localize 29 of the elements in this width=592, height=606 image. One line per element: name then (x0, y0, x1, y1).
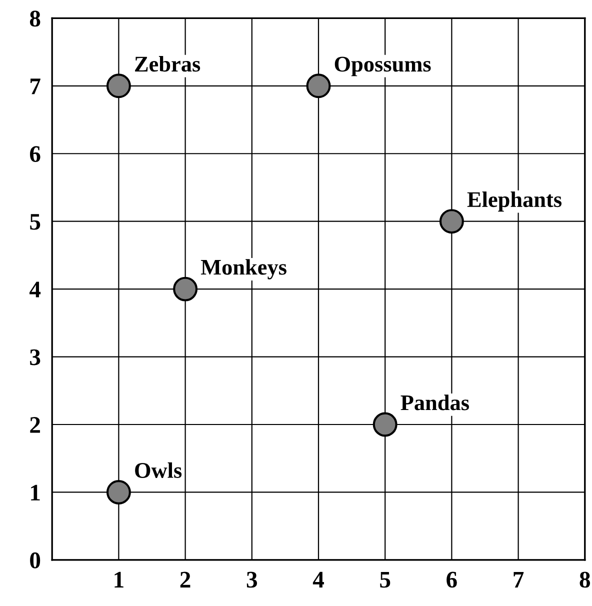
x-tick-label: 1 (114, 572, 124, 588)
annotation: Opossums (334, 56, 431, 76)
y-tick-label: 2 (30, 417, 40, 433)
y-tick-label: 8 (30, 10, 40, 27)
point (173, 276, 198, 302)
y-tick-label: 4 (30, 282, 41, 298)
annotation: Owls (135, 462, 182, 478)
annotation: Monkeys (200, 259, 286, 280)
point (106, 74, 131, 98)
annotation: Zebras (135, 56, 200, 72)
annotation: Elephants (467, 191, 562, 212)
y-tick-label: 1 (31, 484, 40, 500)
point (306, 74, 331, 98)
annotation: Pandas (400, 394, 469, 410)
x-tick-label: 4 (312, 572, 324, 588)
y-tick-label: 3 (30, 349, 40, 366)
point (106, 480, 131, 504)
y-tick-label: 0 (30, 552, 40, 568)
x-tick-label: 7 (514, 572, 524, 588)
y-tick-label: 5 (30, 214, 40, 230)
point (439, 209, 464, 234)
point (372, 412, 398, 437)
x-tick-label: 3 (246, 572, 257, 588)
x-tick-label: 2 (180, 572, 190, 588)
y-tick-label: 6 (30, 146, 40, 162)
x-tick-label: 6 (446, 572, 457, 588)
x-tick-label: 5 (380, 572, 390, 588)
x-tick-label: 8 (580, 572, 590, 588)
y-tick-label: 7 (30, 78, 40, 94)
